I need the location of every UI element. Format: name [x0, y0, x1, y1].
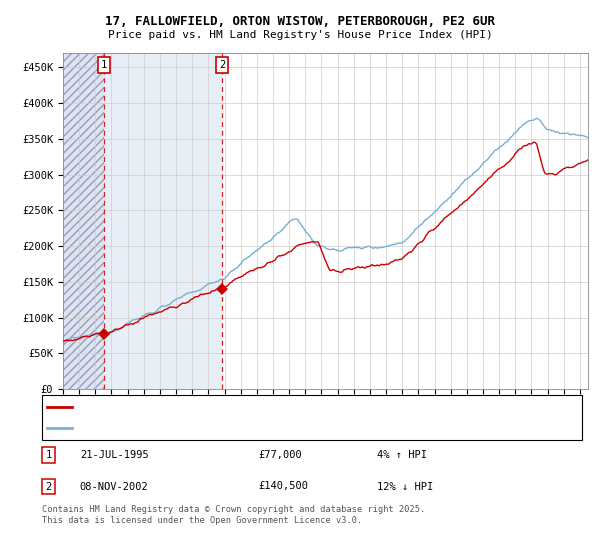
Text: 21-JUL-1995: 21-JUL-1995 — [80, 450, 149, 460]
Text: £140,500: £140,500 — [258, 482, 308, 492]
Text: 12% ↓ HPI: 12% ↓ HPI — [377, 482, 433, 492]
Text: 2: 2 — [219, 60, 225, 70]
Text: 08-NOV-2002: 08-NOV-2002 — [80, 482, 149, 492]
Text: 1: 1 — [101, 60, 107, 70]
Text: HPI: Average price, detached house, City of Peterborough: HPI: Average price, detached house, City… — [77, 423, 399, 432]
Text: Contains HM Land Registry data © Crown copyright and database right 2025.
This d: Contains HM Land Registry data © Crown c… — [42, 505, 425, 525]
Text: £77,000: £77,000 — [258, 450, 302, 460]
Bar — [63, 53, 104, 389]
Text: 17, FALLOWFIELD, ORTON WISTOW, PETERBOROUGH, PE2 6UR: 17, FALLOWFIELD, ORTON WISTOW, PETERBORO… — [105, 15, 495, 28]
Text: Price paid vs. HM Land Registry's House Price Index (HPI): Price paid vs. HM Land Registry's House … — [107, 30, 493, 40]
FancyBboxPatch shape — [42, 395, 582, 440]
Bar — [104, 53, 222, 389]
Text: 17, FALLOWFIELD, ORTON WISTOW, PETERBOROUGH, PE2 6UR (detached house): 17, FALLOWFIELD, ORTON WISTOW, PETERBORO… — [77, 403, 474, 412]
Text: 2: 2 — [46, 482, 52, 492]
Text: 4% ↑ HPI: 4% ↑ HPI — [377, 450, 427, 460]
Text: 1: 1 — [46, 450, 52, 460]
